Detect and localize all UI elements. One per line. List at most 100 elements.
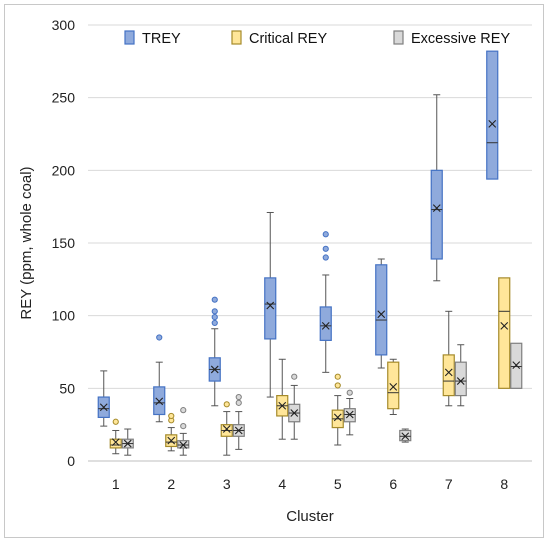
mean-marker (389, 382, 398, 391)
y-tick-label: 50 (59, 380, 75, 396)
mean-marker (333, 413, 342, 422)
outlier-point (223, 401, 230, 408)
box-body (264, 277, 277, 340)
legend-label: TREY (142, 31, 181, 47)
outlier-point (168, 412, 175, 420)
outlier-point (291, 373, 298, 380)
box-series (97, 50, 523, 456)
mean-marker (512, 361, 521, 369)
legend: TREY Critical REY Excessive REY (124, 30, 510, 47)
legend-label: Excessive REY (411, 31, 510, 47)
box (153, 334, 166, 423)
box (109, 418, 122, 455)
outlier-point (322, 254, 329, 261)
box (121, 428, 134, 456)
mean-marker (377, 310, 386, 319)
box (232, 393, 245, 450)
mean-marker (290, 409, 299, 417)
box (97, 370, 110, 427)
y-tick-label: 200 (52, 162, 76, 178)
box-body (430, 169, 443, 260)
box (510, 342, 523, 389)
mean-marker (111, 438, 120, 446)
box (343, 389, 356, 436)
box-body (375, 264, 388, 356)
outlier-point (211, 314, 218, 321)
mean-marker (432, 204, 441, 213)
outlier-point (334, 373, 341, 380)
box-body (319, 306, 332, 341)
mean-marker (444, 368, 453, 377)
mean-marker (123, 439, 132, 448)
outlier-point (112, 418, 119, 425)
box (331, 373, 344, 446)
legend-swatch (231, 30, 242, 45)
x-tick-label: 1 (112, 476, 120, 492)
x-tick-label: 7 (445, 476, 453, 492)
x-axis-title: Cluster (286, 508, 334, 525)
box (430, 94, 443, 282)
box (220, 401, 233, 456)
legend-swatch (393, 30, 404, 45)
mean-marker (222, 425, 231, 433)
mean-marker (488, 119, 497, 128)
y-tick-label: 0 (67, 453, 75, 469)
outlier-point (211, 308, 218, 315)
mean-marker (179, 441, 188, 449)
x-tick-labels: 1 2 3 4 5 6 7 8 (112, 476, 509, 492)
mean-marker (401, 432, 410, 441)
outlier-point (180, 407, 187, 414)
box (486, 50, 499, 180)
outlier-point (235, 393, 242, 401)
box-body (498, 277, 511, 389)
legend-item: Excessive REY (393, 30, 510, 47)
mean-marker (99, 403, 108, 412)
mean-marker (500, 321, 509, 330)
box-body (486, 50, 499, 180)
outlier-point (322, 231, 329, 238)
outlier-point (156, 334, 163, 341)
outlier-point (235, 399, 242, 406)
box (264, 211, 277, 398)
outlier-point (346, 389, 353, 396)
series-critical-rey (109, 277, 511, 456)
legend-label: Critical REY (249, 31, 327, 47)
box-body (109, 438, 122, 449)
mean-marker (167, 436, 176, 445)
y-tick-label: 100 (52, 308, 76, 324)
x-tick-label: 6 (389, 476, 397, 492)
x-tick-label: 4 (278, 476, 286, 492)
mean-marker (321, 321, 330, 330)
legend-item: Critical REY (231, 30, 327, 47)
outlier-point (334, 382, 341, 389)
y-tick-label: 300 (52, 17, 76, 33)
x-tick-label: 3 (223, 476, 231, 492)
mean-marker (278, 401, 287, 410)
legend-swatch (124, 30, 135, 45)
box (387, 358, 400, 415)
box (319, 231, 332, 373)
box (375, 258, 388, 369)
box (399, 428, 412, 443)
box (165, 412, 178, 452)
series-trey (97, 50, 499, 427)
box-body (387, 361, 400, 410)
series-excessive-rey (121, 342, 523, 456)
chart-frame (4, 4, 544, 538)
box (498, 277, 511, 389)
y-tick-label: 250 (52, 90, 76, 106)
outlier-point (211, 296, 218, 303)
box-body (442, 354, 455, 397)
outlier-point (322, 245, 329, 252)
mean-marker (266, 301, 275, 310)
mean-marker (155, 397, 164, 406)
outlier-point (211, 319, 218, 327)
box (442, 310, 455, 407)
box (177, 407, 190, 456)
box (208, 296, 221, 407)
y-tick-label: 150 (52, 235, 76, 251)
mean-marker (234, 426, 243, 435)
x-tick-label: 2 (167, 476, 175, 492)
mean-marker (345, 410, 354, 419)
